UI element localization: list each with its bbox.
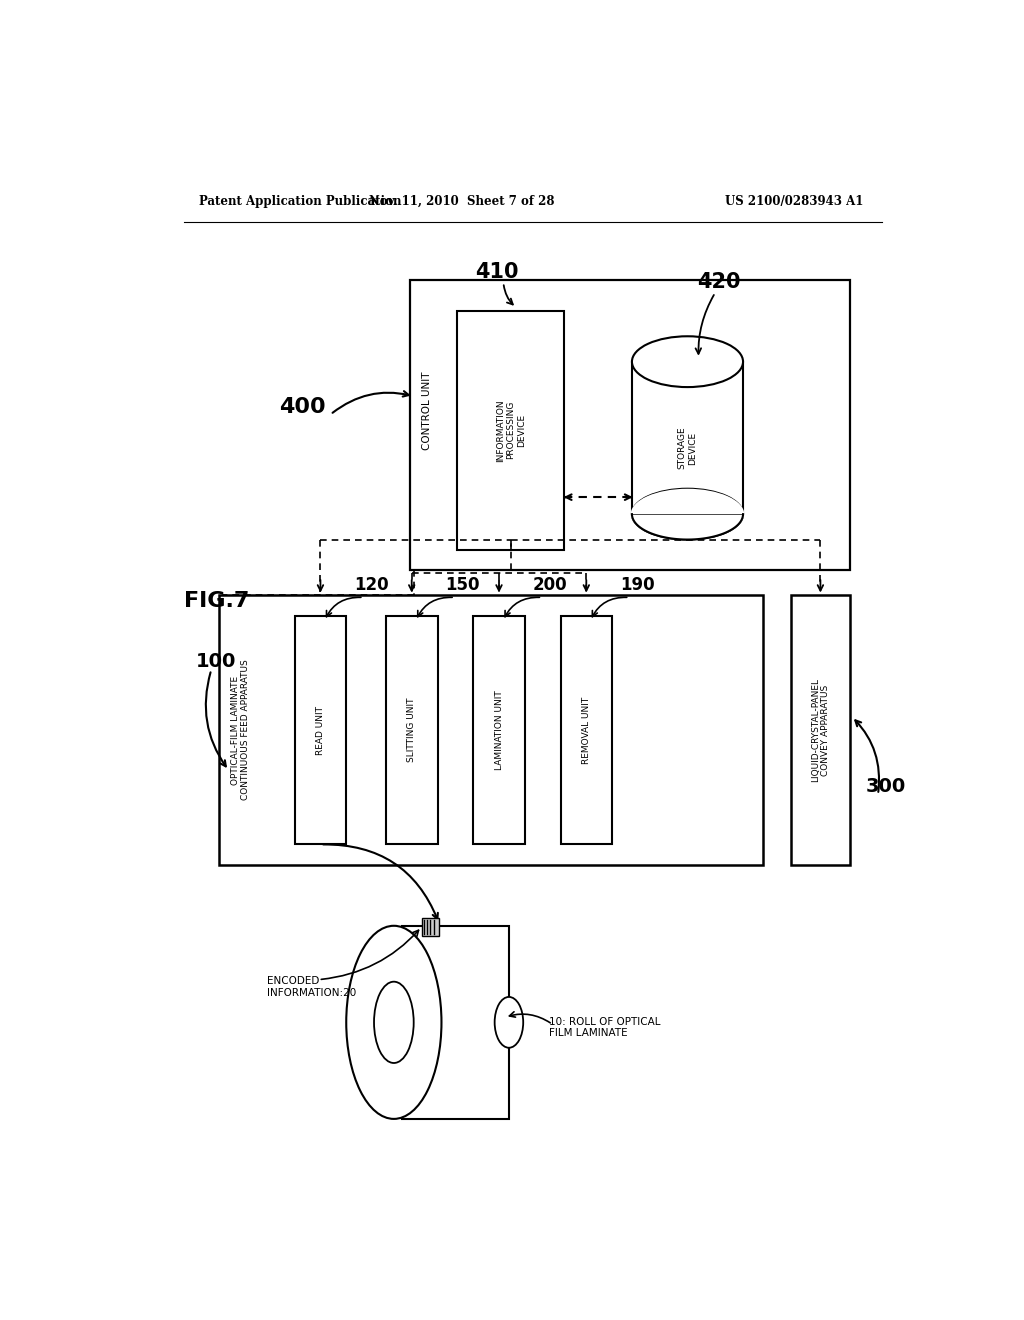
Bar xyxy=(560,615,612,845)
Text: READ UNIT: READ UNIT xyxy=(316,706,325,755)
Text: LIQUID-CRYSTAL-PANEL
CONVEY APPARATUS: LIQUID-CRYSTAL-PANEL CONVEY APPARATUS xyxy=(811,678,830,783)
Bar xyxy=(401,925,509,1119)
Text: LAMINATION UNIT: LAMINATION UNIT xyxy=(495,690,504,770)
Text: REMOVAL UNIT: REMOVAL UNIT xyxy=(582,697,591,764)
Bar xyxy=(219,595,763,865)
Text: Nov. 11, 2010  Sheet 7 of 28: Nov. 11, 2010 Sheet 7 of 28 xyxy=(369,194,554,207)
Text: 420: 420 xyxy=(697,272,741,293)
Text: US 2100/0283943 A1: US 2100/0283943 A1 xyxy=(725,194,864,207)
Ellipse shape xyxy=(374,982,414,1063)
Text: 410: 410 xyxy=(475,263,519,282)
Text: OPTICAL-FILM LAMINATE
CONTINUOUS FEED APPARATUS: OPTICAL-FILM LAMINATE CONTINUOUS FEED AP… xyxy=(231,660,251,800)
Ellipse shape xyxy=(495,997,523,1048)
Bar xyxy=(473,615,524,845)
Text: 100: 100 xyxy=(196,652,236,671)
Text: INFORMATION
PROCESSING
DEVICE: INFORMATION PROCESSING DEVICE xyxy=(496,399,525,462)
Ellipse shape xyxy=(632,488,743,540)
Text: 300: 300 xyxy=(865,777,906,796)
Text: 200: 200 xyxy=(532,577,567,594)
Text: STORAGE
DEVICE: STORAGE DEVICE xyxy=(678,426,697,470)
Text: 10: ROLL OF OPTICAL
FILM LAMINATE: 10: ROLL OF OPTICAL FILM LAMINATE xyxy=(549,1016,660,1039)
Text: SLITTING UNIT: SLITTING UNIT xyxy=(408,698,416,763)
Bar xyxy=(422,917,439,936)
Text: CONTROL UNIT: CONTROL UNIT xyxy=(422,371,432,450)
Text: 190: 190 xyxy=(621,577,654,594)
Text: ENCODED
INFORMATION:20: ENCODED INFORMATION:20 xyxy=(267,975,356,998)
Text: Patent Application Publication: Patent Application Publication xyxy=(200,194,402,207)
Ellipse shape xyxy=(631,488,744,540)
Text: 150: 150 xyxy=(445,577,480,594)
Text: FIG.7: FIG.7 xyxy=(183,590,249,611)
Text: 400: 400 xyxy=(280,397,326,417)
Ellipse shape xyxy=(632,337,743,387)
Bar xyxy=(295,615,346,845)
Bar xyxy=(791,595,850,865)
Bar xyxy=(386,615,437,845)
Ellipse shape xyxy=(346,925,441,1119)
Bar xyxy=(458,312,564,549)
Text: 120: 120 xyxy=(354,577,389,594)
Bar xyxy=(410,280,850,570)
